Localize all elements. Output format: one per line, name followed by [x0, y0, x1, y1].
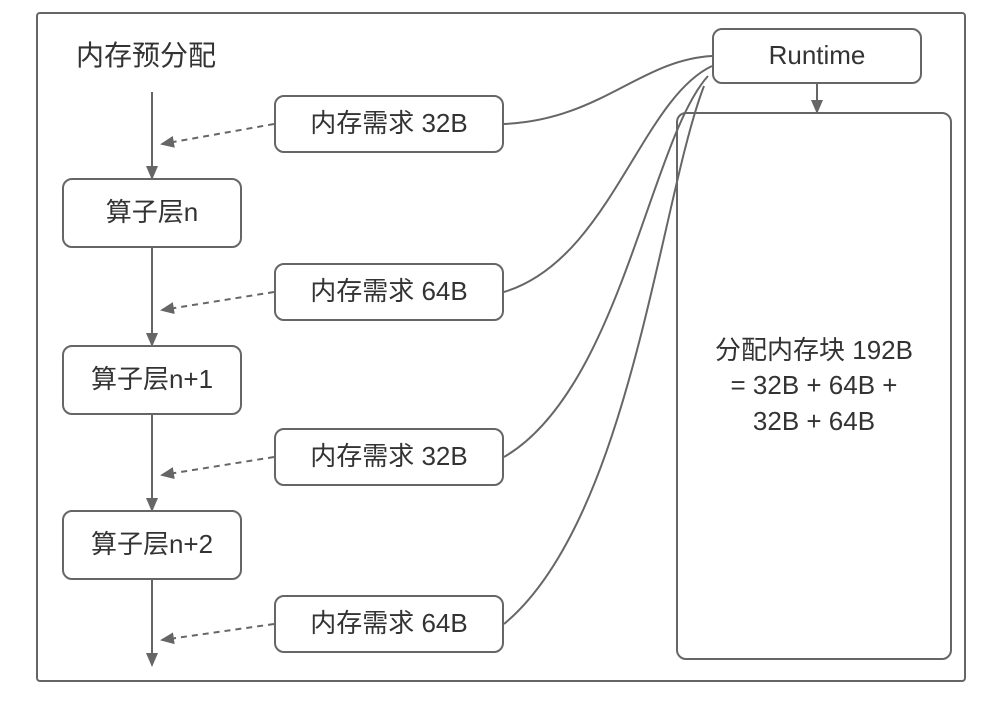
diagram-canvas: 内存预分配 算子层n 算子层n+1 算子层n+2 内存需求 32B 内存需求 6… [0, 0, 1000, 712]
node-label: 内存需求 32B [310, 439, 468, 474]
node-label: 算子层n+2 [91, 527, 213, 562]
node-memreq-1: 内存需求 32B [274, 95, 504, 153]
node-alloc-block: 分配内存块 192B = 32B + 64B + 32B + 64B [676, 112, 952, 660]
node-memreq-2: 内存需求 64B [274, 263, 504, 321]
node-operator-n: 算子层n [62, 178, 242, 248]
node-memreq-3: 内存需求 32B [274, 428, 504, 486]
node-label: 内存需求 64B [310, 606, 468, 641]
node-operator-n1: 算子层n+1 [62, 345, 242, 415]
node-operator-n2: 算子层n+2 [62, 510, 242, 580]
node-label: 内存需求 32B [310, 106, 468, 141]
diagram-title: 内存预分配 [76, 34, 216, 74]
node-label: 算子层n+1 [91, 362, 213, 397]
node-memreq-4: 内存需求 64B [274, 595, 504, 653]
node-label: 内存需求 64B [310, 274, 468, 309]
node-label: 分配内存块 192B = 32B + 64B + 32B + 64B [715, 333, 913, 438]
node-label: 算子层n [106, 195, 198, 230]
node-label: Runtime [769, 38, 866, 73]
node-runtime: Runtime [712, 28, 922, 84]
